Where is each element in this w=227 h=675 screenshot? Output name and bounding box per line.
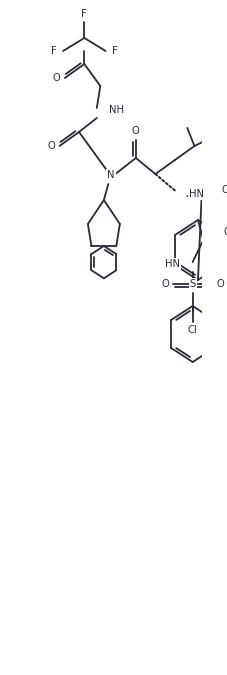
Text: O: O — [215, 279, 223, 289]
Text: Cl: Cl — [187, 325, 197, 335]
Text: O: O — [47, 141, 55, 151]
Text: S: S — [189, 279, 195, 289]
Text: HN: HN — [188, 189, 203, 199]
Text: F: F — [111, 46, 117, 56]
Text: F: F — [81, 9, 87, 19]
Text: O: O — [160, 279, 168, 289]
Text: O: O — [131, 126, 139, 136]
Text: O: O — [53, 73, 60, 83]
Text: O: O — [221, 185, 227, 195]
Text: N: N — [107, 170, 114, 180]
Text: O: O — [222, 227, 227, 237]
Text: NH: NH — [109, 105, 124, 115]
Text: F: F — [51, 46, 57, 56]
Text: HN: HN — [165, 259, 179, 269]
